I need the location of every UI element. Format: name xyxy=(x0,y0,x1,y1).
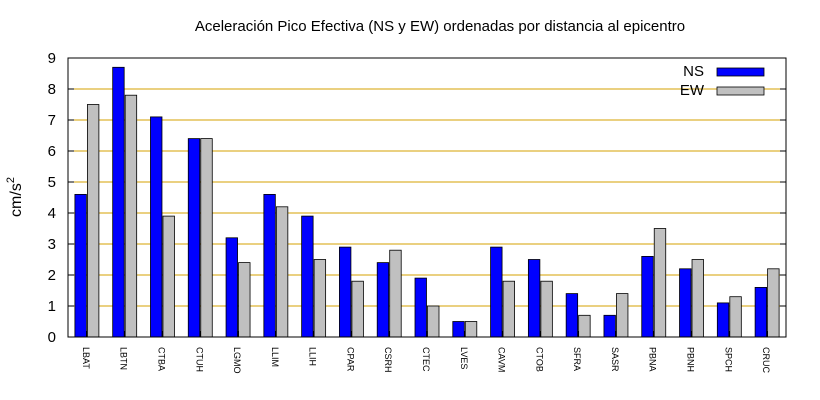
bar-ns xyxy=(225,237,238,338)
x-tick-label: SASR xyxy=(610,347,620,372)
legend-swatch-ns xyxy=(716,67,765,77)
grid-lines xyxy=(68,88,786,307)
bar-ns xyxy=(376,262,390,338)
x-tick-label: LBTN xyxy=(119,347,129,370)
y-axis-label: cm/s2 xyxy=(5,177,25,217)
bar-ew xyxy=(767,268,780,338)
bar-ew xyxy=(427,305,440,338)
bar-ew xyxy=(502,280,515,338)
legend-label-ew: EW xyxy=(680,82,705,99)
plot-frame xyxy=(67,57,787,338)
x-tick-label: LLIM xyxy=(270,347,280,367)
bar-ew xyxy=(124,94,138,338)
x-tick-label: CTOB xyxy=(534,347,544,372)
x-tick-label: CAVM xyxy=(497,347,507,372)
x-tick-label: SPCH xyxy=(723,347,733,372)
x-tick-label: LGMO xyxy=(232,347,242,374)
bar-ns xyxy=(716,302,730,338)
bar-ns xyxy=(754,286,768,338)
bar-ns xyxy=(452,321,465,338)
bar-ew xyxy=(540,280,553,338)
bar-ew xyxy=(578,314,591,338)
y-axis-label-exponent: 2 xyxy=(5,177,17,183)
bar-ns xyxy=(527,259,541,338)
bar-ew xyxy=(464,321,478,338)
x-tick-label: CPAR xyxy=(345,347,355,372)
bar-ns xyxy=(603,314,616,338)
y-tick-label: 8 xyxy=(48,81,56,98)
y-tick-label: 7 xyxy=(48,112,56,129)
bar-ns xyxy=(679,268,692,338)
x-tick-label: LVES xyxy=(459,347,469,369)
legend: NS EW xyxy=(680,63,765,99)
bar-ew xyxy=(200,138,213,338)
bar-ns xyxy=(414,277,427,338)
y-tick-label: 9 xyxy=(48,50,56,67)
y-tick-label: 6 xyxy=(48,143,56,160)
y-tick-label: 4 xyxy=(48,205,56,222)
bar-ns xyxy=(150,116,163,338)
bar-ns xyxy=(301,215,314,338)
bar-ns xyxy=(263,193,276,338)
x-tick-label: PBNH xyxy=(686,347,696,372)
bar-ew xyxy=(691,259,704,338)
y-tick-label: 5 xyxy=(48,174,56,191)
x-tick-label: CTEC xyxy=(421,347,431,372)
bar-ew xyxy=(389,249,402,338)
y-axis-label-unit: cm/s xyxy=(8,183,25,217)
chart-title: Aceleración Pico Efectiva (NS y EW) orde… xyxy=(195,18,685,35)
bar-ns xyxy=(339,246,352,338)
bar-ew xyxy=(729,296,742,338)
y-tick-label: 2 xyxy=(48,267,56,284)
bars xyxy=(74,66,780,338)
x-tick-label: CSRH xyxy=(383,347,393,373)
svg-text:cm/s2: cm/s2 xyxy=(5,177,25,217)
x-axis-ticks: LBAT LBTN CTBA CTUH LGMO LLIM LLIH CPAR CSRH CTEC… xyxy=(81,331,771,374)
bar-ns xyxy=(187,138,201,338)
x-tick-label: PBNA xyxy=(648,347,658,372)
bar-ew xyxy=(313,259,327,338)
bar-ew xyxy=(86,104,100,338)
legend-label-ns: NS xyxy=(683,63,704,80)
y-tick-label: 1 xyxy=(48,298,56,315)
bar-ns xyxy=(112,66,125,338)
bar-ew xyxy=(238,262,251,338)
bar-ns xyxy=(641,255,654,338)
x-tick-label: CRUC xyxy=(761,347,771,373)
bar-ew xyxy=(162,215,175,338)
x-tick-label: LLIH xyxy=(308,347,318,366)
y-tick-label: 0 xyxy=(48,329,56,346)
x-tick-label: SFRA xyxy=(572,347,582,371)
x-tick-label: LBAT xyxy=(81,347,91,369)
y-axis-ticks: 0 1 2 3 4 5 6 7 8 9 xyxy=(48,50,786,346)
bar-ns xyxy=(565,293,579,338)
bar-ns xyxy=(490,246,503,338)
bar-ew xyxy=(351,280,364,338)
y-tick-label: 3 xyxy=(48,236,56,253)
bar-ew xyxy=(616,293,629,338)
bar-ew xyxy=(653,228,667,338)
bar-ns xyxy=(74,193,87,338)
legend-swatch-ew xyxy=(716,86,765,96)
x-tick-label: CTUH xyxy=(194,347,204,372)
bar-ew xyxy=(275,206,289,338)
x-tick-label: CTBA xyxy=(156,347,166,371)
